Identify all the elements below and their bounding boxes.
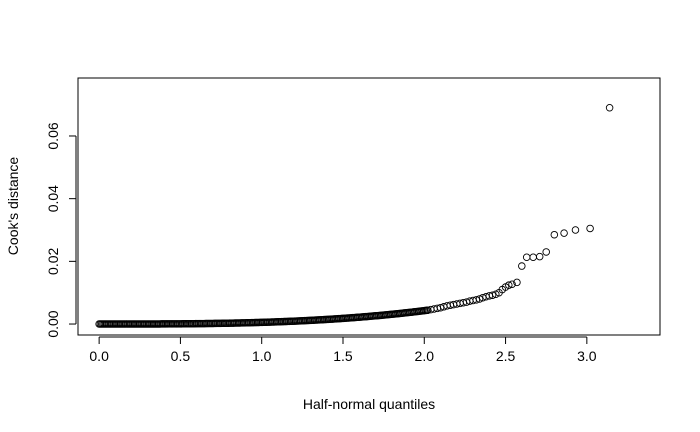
data-point bbox=[535, 252, 544, 261]
y-tick-label: 0.02 bbox=[45, 248, 61, 275]
y-tick-label: 0.00 bbox=[45, 310, 61, 337]
data-point bbox=[529, 253, 537, 262]
data-point bbox=[542, 248, 550, 256]
x-axis-label: Half-normal quantiles bbox=[303, 396, 435, 412]
x-tick-label: 2.5 bbox=[496, 348, 516, 364]
y-tick-label: 0.06 bbox=[45, 122, 61, 149]
data-point bbox=[508, 280, 516, 288]
data-point bbox=[479, 293, 487, 302]
data-point bbox=[605, 104, 614, 112]
data-point bbox=[560, 229, 568, 237]
data-point bbox=[423, 306, 432, 314]
plot-frame bbox=[77, 77, 661, 336]
x-tick-label: 1.0 bbox=[252, 348, 272, 364]
y-axis: 0.00 0.02 0.04 0.06 bbox=[45, 122, 77, 338]
data-point bbox=[518, 262, 526, 270]
data-point bbox=[586, 224, 594, 233]
x-axis: 0.0 0.5 1.0 1.5 2.0 2.5 3.0 bbox=[89, 336, 597, 364]
x-tick-label: 0.5 bbox=[171, 348, 191, 364]
data-point bbox=[513, 278, 521, 287]
data-point bbox=[522, 253, 531, 262]
y-axis-label: Cook's distance bbox=[5, 157, 21, 256]
data-point bbox=[550, 230, 559, 239]
x-tick-label: 2.0 bbox=[415, 348, 435, 364]
data-points bbox=[95, 104, 614, 328]
x-tick-label: 1.5 bbox=[333, 348, 353, 364]
x-tick-label: 0.0 bbox=[89, 348, 109, 364]
y-tick-label: 0.04 bbox=[45, 185, 61, 212]
x-tick-label: 3.0 bbox=[577, 348, 597, 364]
data-point bbox=[482, 293, 490, 301]
data-point bbox=[427, 305, 435, 314]
data-point bbox=[571, 226, 580, 234]
